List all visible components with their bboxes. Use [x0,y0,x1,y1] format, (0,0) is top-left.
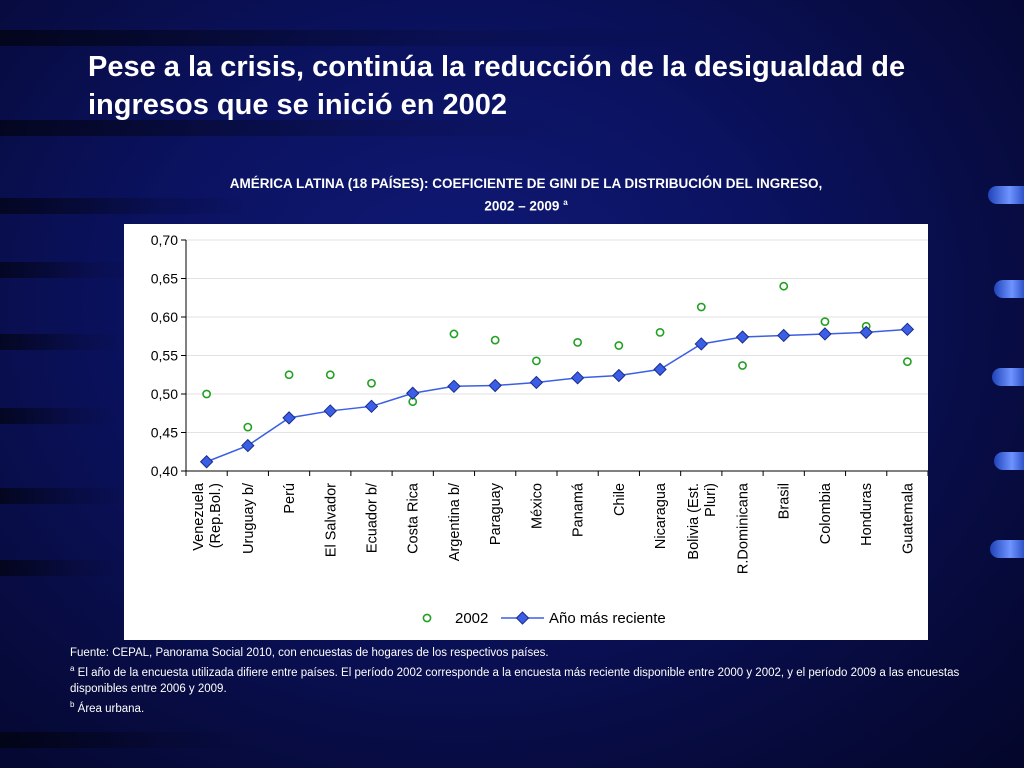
x-tick-label: Honduras [859,483,875,546]
x-tick-label: Nicaragua [653,482,669,549]
x-tick-label: Panamá [571,482,587,537]
point-recent [241,438,255,453]
point-2002 [325,370,335,380]
x-tick-label: Chile [612,483,628,516]
decorative-swoosh [994,280,1024,298]
y-tick-label: 0,60 [151,309,178,325]
background-stripe [0,262,140,278]
point-recent [900,322,915,337]
point-recent [612,368,626,383]
decorative-swoosh [994,452,1024,470]
source-note: Fuente: CEPAL, Panorama Social 2010, con… [70,647,549,659]
y-tick-label: 0,70 [151,232,178,248]
point-recent [777,328,791,343]
point-recent [323,404,337,418]
y-tick-label: 0,50 [151,386,178,402]
point-recent [447,379,461,394]
point-2002 [696,302,706,312]
x-tick-label: Venezuela(Rep.Bol.) [191,482,224,551]
point-recent [818,327,832,341]
point-2002 [655,328,665,337]
y-tick-label: 0,40 [151,463,178,479]
note-b: b Área urbana. [70,697,1010,717]
x-tick-label: Guatemala [900,482,916,554]
chart-title-line1: AMÉRICA LATINA (18 PAÍSES): COEFICIENTE … [229,176,823,191]
x-tick-label: Argentina b/ [447,482,463,561]
background-stripe [0,560,120,576]
background-stripe [0,408,120,424]
note-a-text: El año de la encuesta utilizada difiere … [70,666,960,695]
point-2002 [367,378,376,388]
x-tick-label: Bolivia (Est.Pluri) [686,483,719,560]
point-recent [488,378,502,393]
background-stripe [0,488,130,504]
decorative-swoosh [988,186,1024,204]
chart-title: AMÉRICA LATINA (18 PAÍSES): COEFICIENTE … [124,174,928,216]
chart-title-line2: 2002 – 2009 [484,198,560,214]
chart-title-footnote-mark: a [563,198,568,207]
slide-title: Pese a la crisis, continúa la reducción … [88,51,906,121]
y-tick-label: 0,65 [151,271,178,287]
legend-label-recent: Año más reciente [549,610,666,627]
gini-chart: 0,40 0,45 0,50 0,55 0,60 0,65 0,70 Venezuela(Re… [151,232,928,627]
point-recent [529,375,544,390]
legend-label-2002: 2002 [455,610,488,627]
point-recent [694,337,708,351]
x-tick-label: Paraguay [488,482,504,545]
series-line-recent [206,328,908,463]
point-recent [653,362,667,377]
note-a: a El año de la encuesta utilizada difier… [70,661,1010,697]
y-tick-label: 0,55 [151,348,178,364]
x-tick-label: Uruguay b/ [241,482,257,554]
point-recent [364,399,379,414]
x-tick-label: Brasil [777,483,793,519]
point-2002 [573,338,583,347]
point-recent [570,371,585,385]
x-tick-label: Costa Rica [406,482,422,554]
legend-marker-recent [515,611,530,625]
x-tick-label: El Salvador [323,483,339,557]
x-tick-label: Ecuador b/ [365,482,381,553]
note-a-mark: a [70,664,75,673]
x-tick-label: Colombia [818,482,834,544]
point-2002 [614,341,624,350]
background-stripe [0,334,130,350]
x-tick-label: México [529,483,545,529]
point-recent [199,455,214,469]
point-2002 [902,357,912,367]
x-tick-label: Perú [282,483,298,514]
legend-marker-2002 [422,613,432,623]
background-stripe [0,120,600,136]
point-recent [859,325,873,340]
y-tick-label: 0,45 [151,425,178,441]
point-recent [406,386,420,400]
point-2002 [284,370,294,380]
decorative-swoosh [992,368,1024,386]
chart-panel: 0,40 0,45 0,50 0,55 0,60 0,65 0,70 Venezuela(Re… [124,224,928,640]
background-stripe [0,30,720,46]
x-tick-label: R.Dominicana [736,482,752,574]
point-2002 [490,335,500,345]
point-2002 [531,356,541,366]
note-b-text: Área urbana. [74,702,145,715]
point-2002 [243,422,253,432]
point-2002 [779,281,789,291]
point-recent [282,411,296,425]
background-stripe [0,732,260,748]
point-2002 [738,361,747,370]
decorative-swoosh [990,540,1024,558]
point-2002 [449,329,459,339]
footnotes: Fuente: CEPAL, Panorama Social 2010, con… [70,645,1010,717]
point-2002 [820,317,830,327]
background-stripe [0,198,260,214]
point-2002 [202,389,212,399]
note-b-mark: b [70,699,75,709]
point-recent [735,330,750,344]
